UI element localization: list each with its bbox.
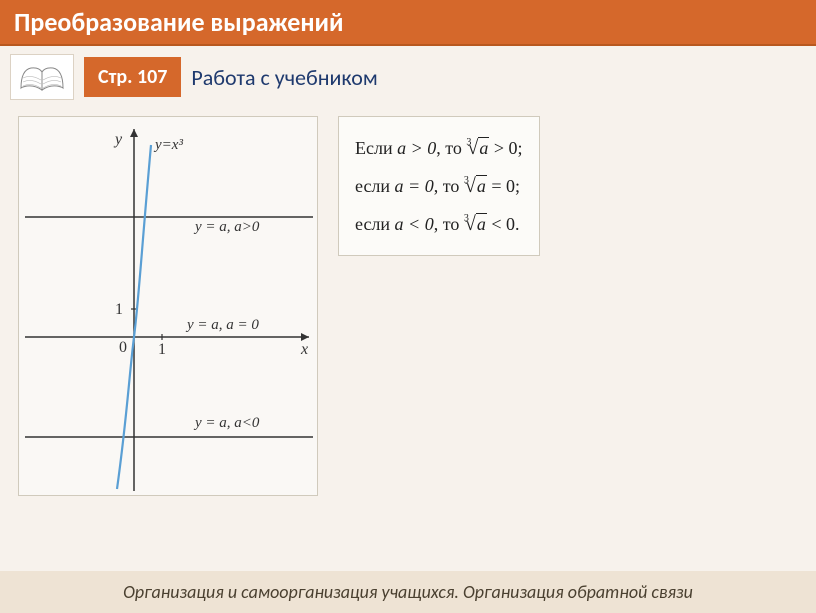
subheader: Стр. 107 Работа с учебником	[0, 46, 816, 106]
rule-mid: , то	[434, 176, 464, 196]
rule-prefix: Если	[355, 138, 397, 158]
footer-text: Организация и самоорганизация учащихся. …	[123, 581, 693, 603]
book-icon	[10, 54, 74, 100]
rules-panel: Если a > 0, то 3√a > 0; если a = 0, то 3…	[338, 116, 540, 256]
content-area: y x 0 1 1 y=x³ y = a, a>0 y = a, a = 0 y…	[0, 106, 816, 506]
rule-line-2: если a < 0, то 3√a < 0.	[355, 205, 523, 243]
page-tag-text: Стр. 107	[98, 65, 167, 89]
subtitle: Работа с учебником	[191, 64, 377, 91]
rule-line-0: Если a > 0, то 3√a > 0;	[355, 129, 523, 167]
rule-mid: , то	[436, 138, 466, 158]
rule-rel: > 0;	[489, 138, 522, 158]
page-tag: Стр. 107	[84, 57, 181, 97]
graph-panel: y x 0 1 1 y=x³ y = a, a>0 y = a, a = 0 y…	[18, 116, 318, 496]
footer-bar: Организация и самоорганизация учащихся. …	[0, 571, 816, 613]
subtitle-text: Работа с учебником	[191, 64, 377, 91]
rule-prefix: если	[355, 214, 395, 234]
origin-label: 0	[119, 339, 127, 357]
header-bar: Преобразование выражений	[0, 0, 816, 46]
header-title: Преобразование выражений	[14, 6, 343, 38]
rule-rel: < 0.	[487, 214, 520, 234]
root-arg: a	[478, 137, 489, 158]
tick-x-1: 1	[158, 341, 166, 359]
hline-label-2: y = a, a<0	[195, 415, 259, 432]
rule-rel: = 0;	[487, 176, 520, 196]
rule-line-1: если a = 0, то 3√a = 0;	[355, 167, 523, 205]
graph-svg	[19, 117, 319, 497]
rule-cond: a < 0	[395, 214, 434, 234]
rule-cond: a = 0	[395, 176, 434, 196]
y-axis-label: y	[115, 131, 122, 149]
hline-label-1: y = a, a = 0	[187, 317, 259, 334]
root-arg: a	[476, 175, 487, 196]
hline-label-0: y = a, a>0	[195, 219, 259, 236]
tick-y-1: 1	[115, 301, 123, 319]
rule-cond: a > 0	[397, 138, 436, 158]
rule-prefix: если	[355, 176, 395, 196]
root-arg: a	[476, 213, 487, 234]
rule-mid: , то	[434, 214, 464, 234]
x-axis-label: x	[301, 341, 308, 359]
curve-label: y=x³	[155, 137, 183, 154]
